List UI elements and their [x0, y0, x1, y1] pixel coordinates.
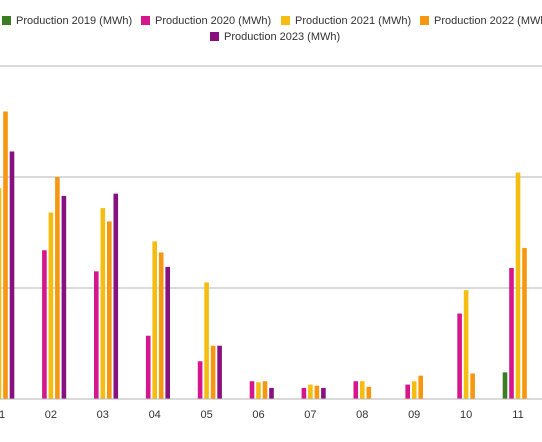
x-tick-label: 04: [149, 409, 161, 421]
grid-lines: [0, 65, 542, 289]
bar-05-series-4: [210, 345, 216, 399]
bar-02-series-5: [61, 195, 67, 399]
x-axis: 01 02 03 04 05 06 07 08 09 10 11: [0, 398, 542, 421]
legend-swatch: [141, 16, 150, 25]
bar-11-series-3: [515, 172, 521, 399]
bar-01-series-3: [0, 188, 2, 399]
bar-06-series-5: [269, 387, 274, 399]
bar-03-series-2: [94, 271, 99, 399]
bar-01-series-5: [9, 151, 15, 399]
bar-10-series-4: [470, 373, 475, 399]
x-tick-label: 09: [408, 409, 420, 421]
legend-label: Production 2020 (MWh): [155, 15, 271, 27]
bar-07-series-4: [314, 385, 320, 399]
bar-03-series-3: [100, 208, 106, 399]
x-tick-label: 08: [356, 409, 368, 421]
legend-swatch: [281, 16, 290, 25]
bar-05-series-2: [197, 361, 203, 399]
bar-09-series-3: [411, 381, 417, 399]
x-tick-label: 05: [200, 409, 212, 421]
x-tick-label: 10: [460, 409, 472, 421]
bar-06-series-2: [249, 381, 255, 399]
bar-02-series-4: [55, 177, 60, 399]
bar-03-series-5: [113, 193, 119, 399]
bar-11-series-4: [522, 248, 527, 399]
bar-07-series-5: [321, 387, 326, 399]
bars: [0, 111, 527, 399]
bar-05-series-5: [217, 345, 222, 399]
bar-07-series-3: [308, 384, 313, 399]
bar-11-series-2: [509, 268, 514, 399]
legend-swatch: [210, 32, 219, 41]
legend: Production 2019 (MWh) Production 2020 (MW…: [2, 15, 542, 43]
legend-label: Production 2019 (MWh): [16, 15, 132, 27]
x-tick-label: 03: [97, 409, 109, 421]
bar-02-series-3: [48, 212, 54, 399]
bar-09-series-2: [405, 384, 410, 399]
bar-11-series-1: [502, 372, 508, 399]
bar-06-series-4: [262, 381, 268, 399]
bar-05-series-3: [204, 282, 209, 399]
bar-10-series-2: [457, 313, 462, 399]
bar-09-series-4: [418, 375, 423, 399]
bar-04-series-4: [158, 252, 164, 399]
bar-03-series-4: [107, 221, 112, 399]
x-tick-label: 01: [0, 409, 5, 421]
x-tick-label: 07: [304, 409, 316, 421]
x-tick-label: 02: [45, 409, 57, 421]
legend-label: Production 2021 (MWh): [295, 15, 411, 27]
legend-swatch: [2, 16, 11, 25]
bar-06-series-3: [256, 382, 261, 399]
bar-04-series-2: [145, 335, 151, 399]
bar-08-series-2: [353, 381, 359, 399]
bar-07-series-2: [301, 387, 307, 399]
bar-01-series-4: [3, 111, 8, 399]
x-tick-label: 11: [512, 409, 523, 421]
bar-08-series-4: [366, 386, 372, 399]
bar-04-series-3: [152, 241, 157, 399]
bar-02-series-2: [42, 250, 47, 399]
bar-08-series-3: [360, 381, 365, 399]
x-tick-label: 06: [252, 409, 264, 421]
legend-swatch: [420, 16, 429, 25]
bar-04-series-5: [165, 266, 170, 399]
legend-label: Production 2023 (MWh): [224, 31, 340, 43]
legend-label: Production 2022 (MWh): [434, 15, 542, 27]
bar-10-series-3: [463, 290, 469, 399]
